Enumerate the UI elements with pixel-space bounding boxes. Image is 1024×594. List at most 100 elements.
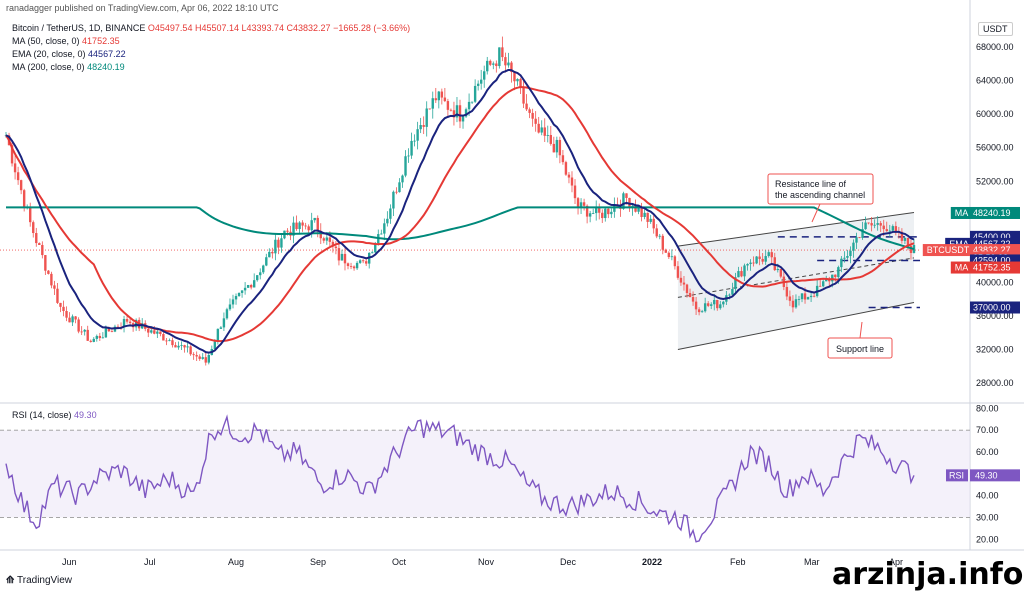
candle-body [528,109,531,113]
candle-body [371,252,374,254]
candle-body [440,91,444,98]
candle-body [128,321,132,324]
candle-body [419,125,422,130]
candle-body [374,243,377,253]
candle-body [174,345,177,348]
ma50-row[interactable]: MA (50, close, 0) 41752.35 [12,35,410,48]
candle-body [395,191,398,193]
candle-body [404,156,407,176]
price-tag-label: MA [955,263,969,273]
candle-body [867,222,870,224]
candle-body [661,235,664,250]
candle-body [86,329,89,341]
candle-body [386,218,389,224]
rsi-tick-label: 80.00 [976,403,999,413]
candle-body [740,271,743,277]
candle-body [561,155,565,163]
candle-body [240,290,244,293]
candle-body [104,327,108,338]
rsi-line [5,414,915,543]
price-label-text: 37000.00 [973,303,1011,313]
candle-body [749,262,752,265]
candle-body [310,220,313,231]
candle-body [177,345,180,348]
candle-body [213,341,217,349]
candle-body [41,244,44,256]
candle-body [171,340,174,346]
candle-body [222,318,226,328]
candle-body [228,304,232,310]
candle-body [401,175,404,183]
candle-body [849,250,852,257]
candle-body [268,251,271,258]
candle-body [673,256,677,267]
candle-body [256,275,259,281]
candle-body [573,185,577,199]
candle-body [331,241,335,247]
publish-info: ranadagger published on TradingView.com,… [6,3,279,13]
symbol-title: Bitcoin / TetherUS, 1D, BINANCE [12,23,146,33]
candle-body [588,213,592,217]
price-tag-label: BTCUSDT [927,245,970,255]
ma200-row[interactable]: MA (200, close, 0) 48240.19 [12,61,410,74]
ma50-label: MA (50, close, 0) [12,36,80,46]
candle-body [116,326,120,328]
candle-body [498,47,501,67]
price-label-box [970,254,1020,267]
rsi-tag-label: RSI [949,470,964,480]
candle-body [797,299,801,300]
candle-body [47,270,50,274]
candle-body [22,190,26,208]
candle-body [416,129,419,141]
price-label-box [970,206,1020,219]
price-tag-label: MA [955,208,969,218]
candle-body [452,110,456,118]
candle-body [204,357,207,363]
candle-body [510,62,513,73]
ema20-row[interactable]: EMA (20, close, 0) 44567.22 [12,48,410,61]
candle-body [876,223,879,225]
candle-body [800,293,804,300]
watermark: arzinja.info [832,557,1024,592]
candle-body [549,135,552,144]
candle-body [74,316,77,320]
candle-body [649,218,652,222]
candle-body [767,252,770,257]
candle-body [298,222,301,230]
candle-body [449,109,453,111]
price-tick-label: 40000.00 [976,277,1014,287]
price-label-text: 43832.27 [973,245,1011,255]
candle-body [489,60,492,65]
candle-body [546,135,549,136]
candle-body [504,57,507,66]
candle-body [428,108,431,110]
candle-body [29,206,32,223]
price-tag-box [950,206,970,219]
tradingview-logo[interactable]: ⟰ TradingView [6,575,72,586]
price-label-text: 41752.35 [973,263,1011,273]
candle-body [150,330,153,333]
candle-body [791,300,795,308]
candle-body [486,60,489,72]
candle-body [425,108,428,127]
time-tick-label: Oct [392,557,407,567]
candle-body [734,277,737,289]
candle-body [540,127,543,133]
candle-body [349,266,353,267]
candle-body [828,279,831,282]
candle-body [882,225,885,230]
ema20-label: EMA (20, close, 0) [12,49,86,59]
time-tick-label: Apr [889,557,903,567]
ohlc-values: O45497.54 H45507.14 L43393.74 C43832.27 … [147,23,411,33]
rsi-legend[interactable]: RSI (14, close) 49.30 [12,410,97,420]
candle-body [122,319,126,328]
price-label-box [970,261,1020,274]
candle-body [165,340,168,342]
candle-body [225,309,229,319]
currency-selector[interactable]: USDT [978,22,1013,36]
rsi-tick-label: 40.00 [976,491,999,501]
candle-body [334,246,338,249]
candle-body [407,155,410,157]
candle-body [719,304,722,309]
